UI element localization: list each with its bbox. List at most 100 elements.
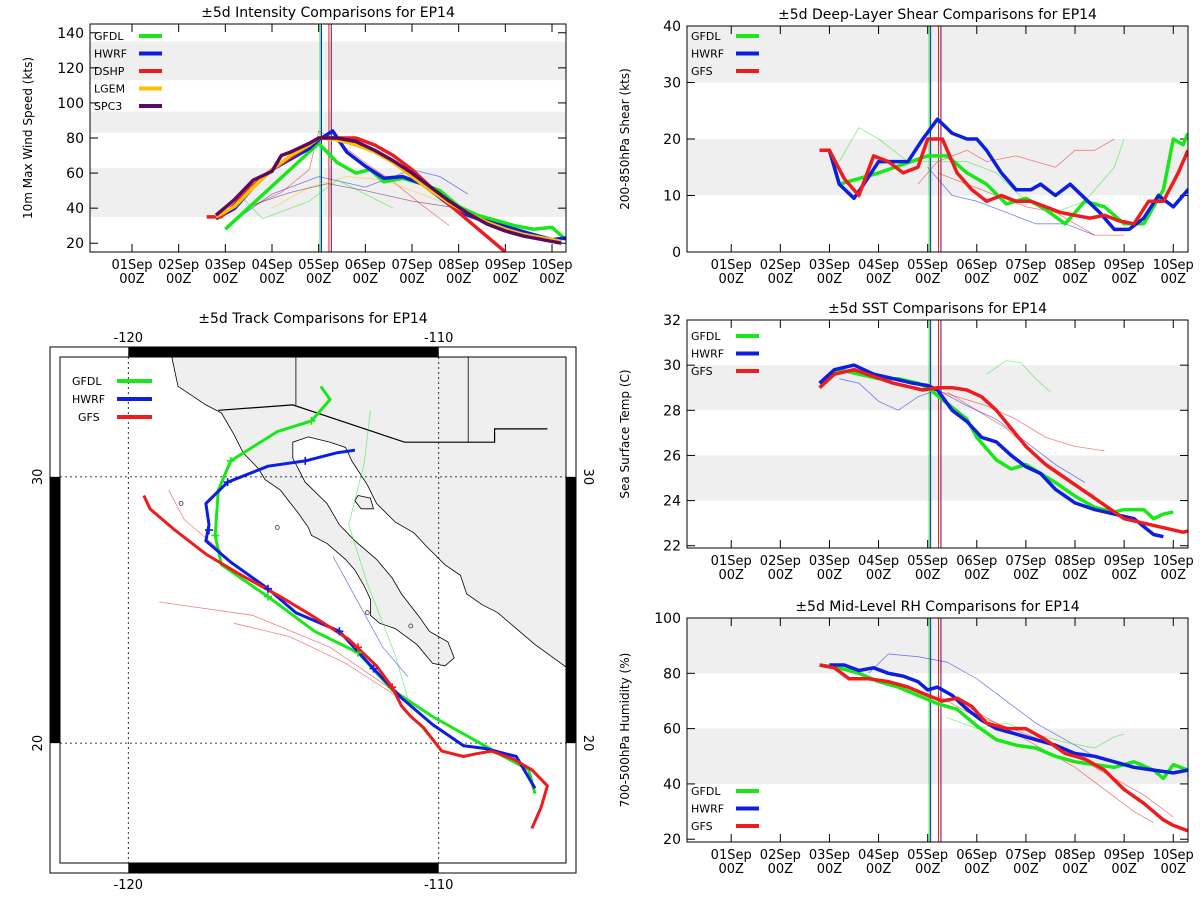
track-marker-hwrf bbox=[335, 627, 344, 636]
track-line-gfdl bbox=[213, 385, 537, 795]
series-line-gfs-member bbox=[927, 387, 1105, 452]
y-tick-label: 40 bbox=[663, 777, 681, 793]
x-tick-hour: 00Z bbox=[259, 272, 285, 287]
x-tick-date: 08Sep bbox=[1055, 554, 1096, 569]
lat-tick-label: 20 bbox=[31, 735, 46, 752]
x-tick-date: 03Sep bbox=[809, 848, 850, 863]
track-marker-gfs bbox=[388, 683, 397, 692]
y-tick-label: 100 bbox=[654, 611, 681, 627]
x-tick-hour: 00Z bbox=[1111, 862, 1137, 877]
y-axis-label: 700-500hPa Humidity (%) bbox=[618, 653, 632, 808]
x-tick-hour: 00Z bbox=[1013, 862, 1039, 877]
x-tick-date: 08Sep bbox=[1055, 258, 1096, 273]
x-tick-date: 08Sep bbox=[438, 258, 479, 273]
legend-label: HWRF bbox=[691, 803, 724, 816]
lat-tick-label: 20 bbox=[580, 735, 595, 752]
x-tick-hour: 00Z bbox=[817, 862, 843, 877]
country-border bbox=[218, 404, 548, 443]
track-line-gfs-member bbox=[168, 490, 222, 552]
plot-frame bbox=[686, 25, 1189, 253]
series-line-gfdl-member bbox=[838, 127, 1125, 213]
track-marker-hwrf bbox=[205, 526, 214, 535]
y-tick-label: 28 bbox=[663, 403, 681, 419]
x-tick-hour: 00Z bbox=[493, 272, 519, 287]
x-tick-hour: 00Z bbox=[1062, 272, 1088, 287]
legend-label: GFS bbox=[691, 65, 713, 78]
x-tick-date: 07Sep bbox=[1005, 258, 1046, 273]
y-tick-label: 80 bbox=[66, 131, 84, 147]
lon-tick-label: -110 bbox=[424, 331, 454, 346]
x-tick-hour: 00Z bbox=[1111, 568, 1137, 583]
x-tick-hour: 00Z bbox=[306, 272, 332, 287]
y-tick-label: 30 bbox=[663, 76, 681, 92]
island bbox=[365, 610, 370, 615]
shaded-band bbox=[90, 41, 566, 81]
x-tick-date: 05Sep bbox=[907, 554, 948, 569]
plot-frame bbox=[89, 23, 567, 253]
y-axis-label: Sea Surface Temp (C) bbox=[618, 369, 632, 498]
x-tick-hour: 00Z bbox=[964, 272, 990, 287]
shaded-band bbox=[90, 111, 566, 133]
x-tick-date: 10Sep bbox=[1153, 554, 1194, 569]
legend-label: HWRF bbox=[691, 348, 724, 361]
x-tick-date: 02Sep bbox=[760, 554, 801, 569]
x-tick-hour: 00Z bbox=[1062, 568, 1088, 583]
series-line-gfs bbox=[819, 663, 1188, 833]
x-tick-date: 04Sep bbox=[858, 848, 899, 863]
x-tick-hour: 00Z bbox=[539, 272, 565, 287]
chart-title: ±5d Track Comparisons for EP14 bbox=[198, 311, 428, 327]
y-tick-label: 20 bbox=[663, 832, 681, 848]
legend-label: HWRF bbox=[94, 48, 127, 61]
x-tick-date: 04Sep bbox=[251, 258, 292, 273]
x-tick-date: 08Sep bbox=[1055, 848, 1096, 863]
y-tick-label: 140 bbox=[57, 26, 84, 42]
track-marker-hwrf bbox=[263, 584, 272, 593]
y-tick-label: 120 bbox=[57, 61, 84, 77]
x-tick-date: 07Sep bbox=[391, 258, 432, 273]
x-tick-date: 04Sep bbox=[858, 258, 899, 273]
x-tick-date: 07Sep bbox=[1005, 848, 1046, 863]
border-bar bbox=[128, 863, 439, 873]
x-tick-hour: 00Z bbox=[817, 568, 843, 583]
x-tick-hour: 00Z bbox=[768, 272, 794, 287]
shaded-band bbox=[687, 26, 1188, 83]
y-tick-label: 40 bbox=[663, 19, 681, 35]
series-line-hwrf-member bbox=[234, 169, 469, 221]
x-tick-date: 09Sep bbox=[1104, 258, 1145, 273]
x-tick-date: 10Sep bbox=[1153, 258, 1194, 273]
legend-label: GFDL bbox=[691, 330, 721, 343]
x-tick-date: 09Sep bbox=[485, 258, 526, 273]
track-marker-gfs bbox=[354, 643, 363, 652]
x-tick-hour: 00Z bbox=[166, 272, 192, 287]
x-tick-date: 01Sep bbox=[711, 848, 752, 863]
x-tick-hour: 00Z bbox=[213, 272, 239, 287]
series-line-hwrf bbox=[818, 363, 1164, 539]
x-tick-date: 10Sep bbox=[531, 258, 572, 273]
sst-chart: ±5d SST Comparisons for EP14 Sea Surface … bbox=[618, 301, 1194, 583]
x-tick-date: 09Sep bbox=[1104, 848, 1145, 863]
x-tick-hour: 00Z bbox=[964, 568, 990, 583]
plot-frame bbox=[686, 617, 1189, 843]
x-tick-hour: 00Z bbox=[1013, 272, 1039, 287]
chart-title: ±5d Deep-Layer Shear Comparisons for EP1… bbox=[778, 7, 1097, 23]
x-tick-hour: 00Z bbox=[718, 272, 744, 287]
chart-title: ±5d Intensity Comparisons for EP14 bbox=[201, 5, 455, 21]
border-bar bbox=[128, 347, 439, 357]
x-tick-date: 02Sep bbox=[760, 258, 801, 273]
y-tick-label: 100 bbox=[57, 96, 84, 112]
series-line-hwrf bbox=[829, 663, 1188, 775]
x-tick-date: 02Sep bbox=[760, 848, 801, 863]
lon-tick-label: -120 bbox=[114, 331, 144, 346]
x-tick-hour: 00Z bbox=[915, 568, 941, 583]
x-tick-hour: 00Z bbox=[718, 862, 744, 877]
track-marker-gfdl bbox=[263, 592, 272, 601]
island bbox=[275, 525, 280, 530]
x-tick-date: 03Sep bbox=[809, 258, 850, 273]
track-line-hwrf-member bbox=[332, 556, 409, 677]
x-tick-date: 09Sep bbox=[1104, 554, 1145, 569]
track-marker-hwrf bbox=[223, 478, 232, 487]
legend-label: GFDL bbox=[691, 785, 721, 798]
legend-label: GFDL bbox=[72, 375, 102, 388]
x-tick-date: 06Sep bbox=[345, 258, 386, 273]
x-tick-date: 01Sep bbox=[711, 258, 752, 273]
